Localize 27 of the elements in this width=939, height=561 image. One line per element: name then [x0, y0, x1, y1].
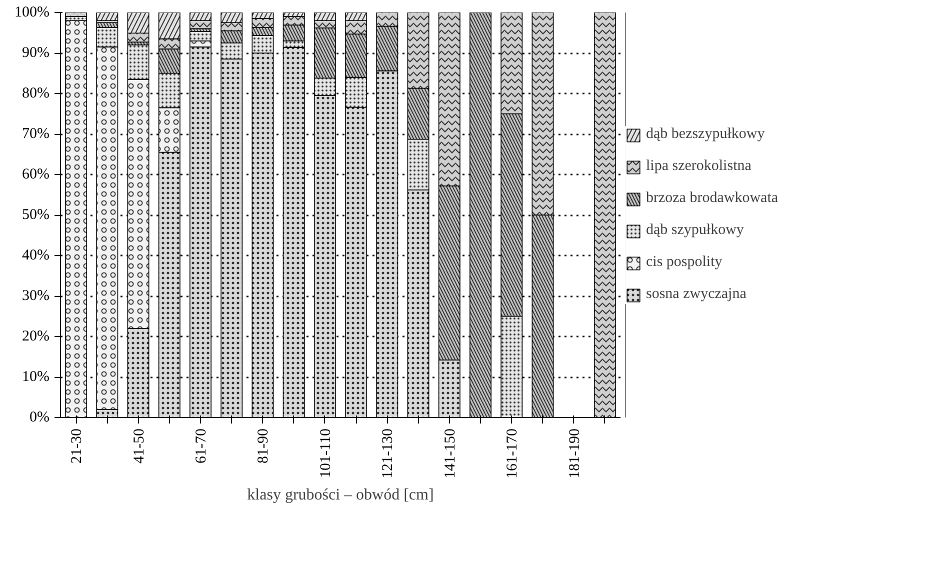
x-axis-title: klasy grubości – obwód [cm] — [247, 486, 434, 504]
y-tick-label: 100% — [14, 4, 50, 20]
y-tick-label: 60% — [22, 166, 50, 182]
y-tick-label: 0% — [30, 410, 50, 426]
x-tick-label: 21-30 — [69, 428, 86, 464]
y-tick-label: 80% — [22, 86, 50, 102]
y-tick-label: 70% — [22, 126, 50, 142]
x-tick-label: 101-110 — [318, 428, 334, 478]
legend-label: brzoza brodawkowata — [646, 190, 778, 208]
x-tick-label: 181-190 — [566, 428, 583, 478]
legend-label: sosna zwyczajna — [646, 286, 746, 304]
x-tick-label: 41-50 — [131, 428, 148, 464]
x-tick-label: 161-170 — [504, 428, 521, 478]
y-tick-label: 90% — [22, 45, 50, 61]
legend-label: dąb szypułkowy — [646, 222, 744, 240]
x-tick-label: 81-90 — [256, 428, 272, 464]
y-tick-label: 10% — [22, 369, 50, 385]
x-tick-label: 141-150 — [442, 428, 458, 478]
y-tick-label: 50% — [22, 207, 50, 223]
x-tick-label: 61-70 — [194, 428, 210, 464]
x-tick-label: 121-130 — [380, 428, 396, 478]
y-tick-label: 30% — [22, 288, 50, 304]
y-tick-label: 40% — [22, 248, 50, 264]
legend-label: lipa szerokolistna — [646, 158, 752, 176]
legend-label: dąb bezszypułkowy — [646, 126, 765, 144]
legend-label: cis pospolity — [646, 254, 722, 272]
y-tick-label: 20% — [22, 328, 50, 344]
